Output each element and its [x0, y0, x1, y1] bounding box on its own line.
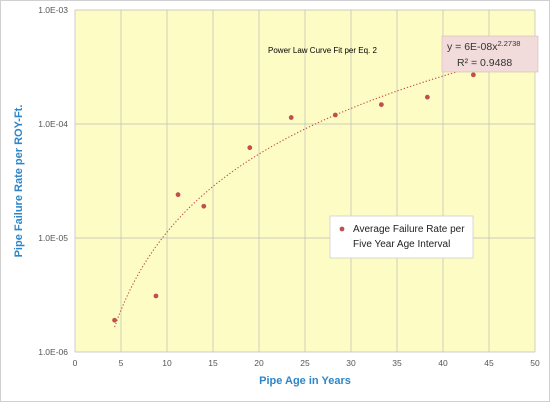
y-tick-labels: 1.0E-06 1.0E-05 1.0E-04 1.0E-03 [38, 5, 68, 357]
legend-box [329, 215, 474, 259]
trendline-group [114, 66, 474, 328]
data-point [378, 102, 384, 107]
x-tick-label: 5 [119, 358, 124, 368]
legend-text-line1: Average Failure Rate per [353, 224, 465, 235]
x-axis-title: Pipe Age in Years [259, 375, 351, 387]
equation-text: y = 6E-08x2.2738 [447, 39, 520, 53]
data-point [153, 293, 159, 299]
x-tick-label: 45 [484, 358, 494, 368]
x-tick-label: 10 [162, 358, 172, 368]
data-point [247, 145, 253, 151]
x-tick-label: 35 [392, 358, 402, 368]
x-tick-labels: 0 5 10 15 20 25 30 35 40 45 50 [73, 358, 540, 368]
y-axis-title: Pipe Failure Rate per ROY-Ft. [13, 105, 25, 258]
equation-box [441, 35, 539, 73]
r-squared-text: R² = 0.9488 [457, 57, 512, 69]
x-tick-label: 30 [346, 358, 356, 368]
data-point [470, 72, 476, 78]
x-tick-label: 40 [438, 358, 448, 368]
power-law-trendline [114, 66, 474, 328]
equation-exponent: 2.2738 [498, 39, 521, 48]
fit-label: Power Law Curve Fit per Eq. 2 [268, 46, 377, 55]
x-tick-label: 50 [530, 358, 540, 368]
y-tick-label: 1.0E-04 [38, 119, 68, 129]
y-tick-label: 1.0E-03 [38, 5, 68, 15]
x-tick-label: 15 [208, 358, 218, 368]
x-tick-label: 25 [300, 358, 310, 368]
y-tick-label: 1.0E-05 [38, 233, 68, 243]
data-point [201, 203, 207, 209]
x-tick-label: 0 [73, 358, 78, 368]
legend-marker [339, 226, 345, 232]
y-tick-label: 1.0E-06 [38, 347, 68, 357]
data-points [112, 72, 476, 323]
data-point [424, 94, 430, 100]
data-point [112, 317, 117, 323]
equation-base: y = 6E-08x [447, 41, 498, 53]
data-point [288, 115, 294, 120]
data-point [175, 192, 181, 198]
legend: Average Failure Rate per Five Year Age I… [329, 215, 474, 259]
x-tick-label: 20 [254, 358, 264, 368]
legend-text-line2: Five Year Age Interval [353, 239, 450, 250]
data-point [332, 112, 338, 118]
